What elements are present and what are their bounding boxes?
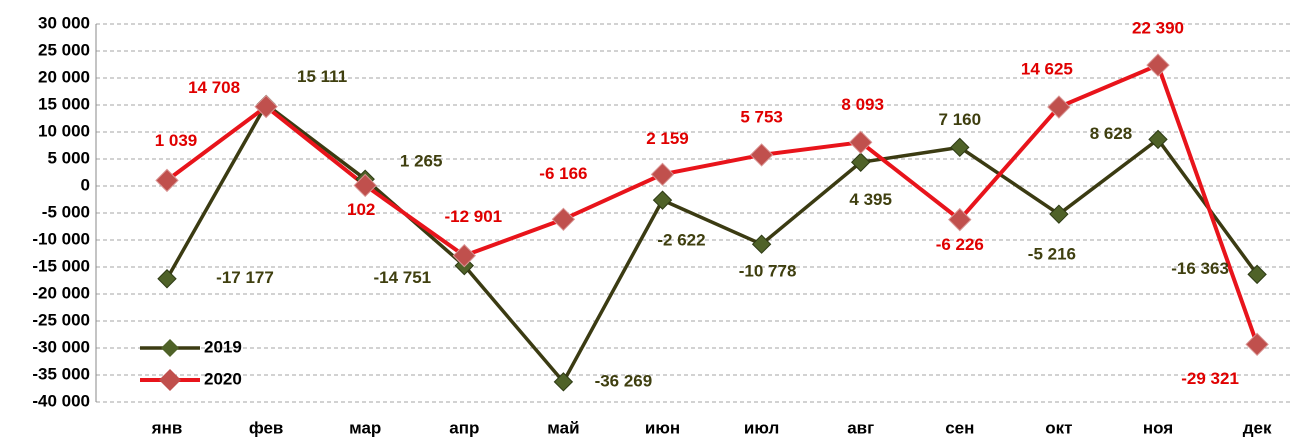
series-line xyxy=(165,101,1259,385)
marker xyxy=(751,234,772,254)
x-tick-label: сен xyxy=(945,418,974,437)
y-tick-label: 15 000 xyxy=(38,94,90,113)
marker xyxy=(553,372,574,392)
y-tick-label: -30 000 xyxy=(32,337,90,356)
y-tick-label: 10 000 xyxy=(38,121,90,140)
legend-marker xyxy=(161,339,179,357)
data-label: -17 177 xyxy=(216,268,274,287)
y-tick-label: -15 000 xyxy=(32,256,90,275)
marker xyxy=(850,152,871,172)
data-label: 22 390 xyxy=(1132,19,1184,38)
legend-label: 2020 xyxy=(204,369,242,388)
y-tick-label: -25 000 xyxy=(32,310,90,329)
y-tick-label: 0 xyxy=(81,175,90,194)
marker xyxy=(652,190,673,210)
data-label: 2 159 xyxy=(646,129,689,148)
data-label: 1 265 xyxy=(400,152,443,171)
x-tick-label: мар xyxy=(349,418,381,437)
series-line xyxy=(165,62,1259,346)
data-label: -14 751 xyxy=(373,268,431,287)
data-label: -10 778 xyxy=(739,262,797,281)
x-tick-label: май xyxy=(547,418,579,437)
marker xyxy=(1049,204,1069,224)
marker xyxy=(1247,264,1267,285)
data-label: 5 753 xyxy=(740,107,783,126)
y-tick-label: -40 000 xyxy=(32,391,90,410)
x-tick-label: ноя xyxy=(1143,418,1173,437)
y-tick-label: -5 000 xyxy=(42,202,90,221)
data-label: 15 111 xyxy=(297,67,347,86)
y-tick-label: -20 000 xyxy=(32,283,90,302)
legend-marker xyxy=(159,369,181,391)
marker xyxy=(452,243,477,268)
data-label: 7 160 xyxy=(939,110,982,129)
marker xyxy=(749,143,774,167)
marker xyxy=(848,130,873,155)
y-tick-label: -10 000 xyxy=(32,229,90,248)
y-tick-label: 30 000 xyxy=(38,13,90,32)
data-label: -6 226 xyxy=(936,235,984,254)
data-label: -36 269 xyxy=(595,371,653,390)
data-label: 8 628 xyxy=(1090,124,1133,143)
x-tick-label: дек xyxy=(1243,418,1272,437)
marker xyxy=(948,207,972,232)
data-label: 1 039 xyxy=(155,131,198,150)
y-tick-label: 25 000 xyxy=(38,40,90,59)
marker xyxy=(157,269,177,289)
data-label: -12 901 xyxy=(444,207,502,226)
marker xyxy=(1245,332,1269,357)
data-label: -6 166 xyxy=(539,164,587,183)
marker xyxy=(1047,95,1071,119)
marker xyxy=(1148,129,1168,150)
y-tick-label: 5 000 xyxy=(47,148,90,167)
marker xyxy=(254,94,278,119)
data-label: -16 363 xyxy=(1171,259,1229,278)
x-tick-label: июл xyxy=(744,418,779,437)
data-label: -2 622 xyxy=(657,231,705,250)
data-label: -5 216 xyxy=(1028,245,1076,264)
marker xyxy=(1146,53,1170,77)
y-tick-label: -35 000 xyxy=(32,364,90,383)
x-tick-label: окт xyxy=(1045,418,1072,437)
marker xyxy=(551,207,576,232)
marker xyxy=(155,168,179,193)
data-label: 14 625 xyxy=(1021,60,1073,79)
x-tick-label: апр xyxy=(449,418,479,437)
legend-label: 2019 xyxy=(204,337,242,356)
data-label: 4 395 xyxy=(849,190,892,209)
marker xyxy=(650,162,675,187)
y-tick-label: 20 000 xyxy=(38,67,90,86)
marker xyxy=(353,173,377,198)
data-label: 8 093 xyxy=(841,95,884,114)
x-tick-label: авг xyxy=(847,418,874,437)
x-tick-label: фев xyxy=(249,418,284,437)
x-tick-label: июн xyxy=(645,418,680,437)
x-tick-label: янв xyxy=(151,418,183,437)
data-label: -29 321 xyxy=(1181,369,1239,388)
marker xyxy=(950,137,970,158)
data-label: 14 708 xyxy=(188,78,240,97)
data-label: 102 xyxy=(347,200,375,219)
